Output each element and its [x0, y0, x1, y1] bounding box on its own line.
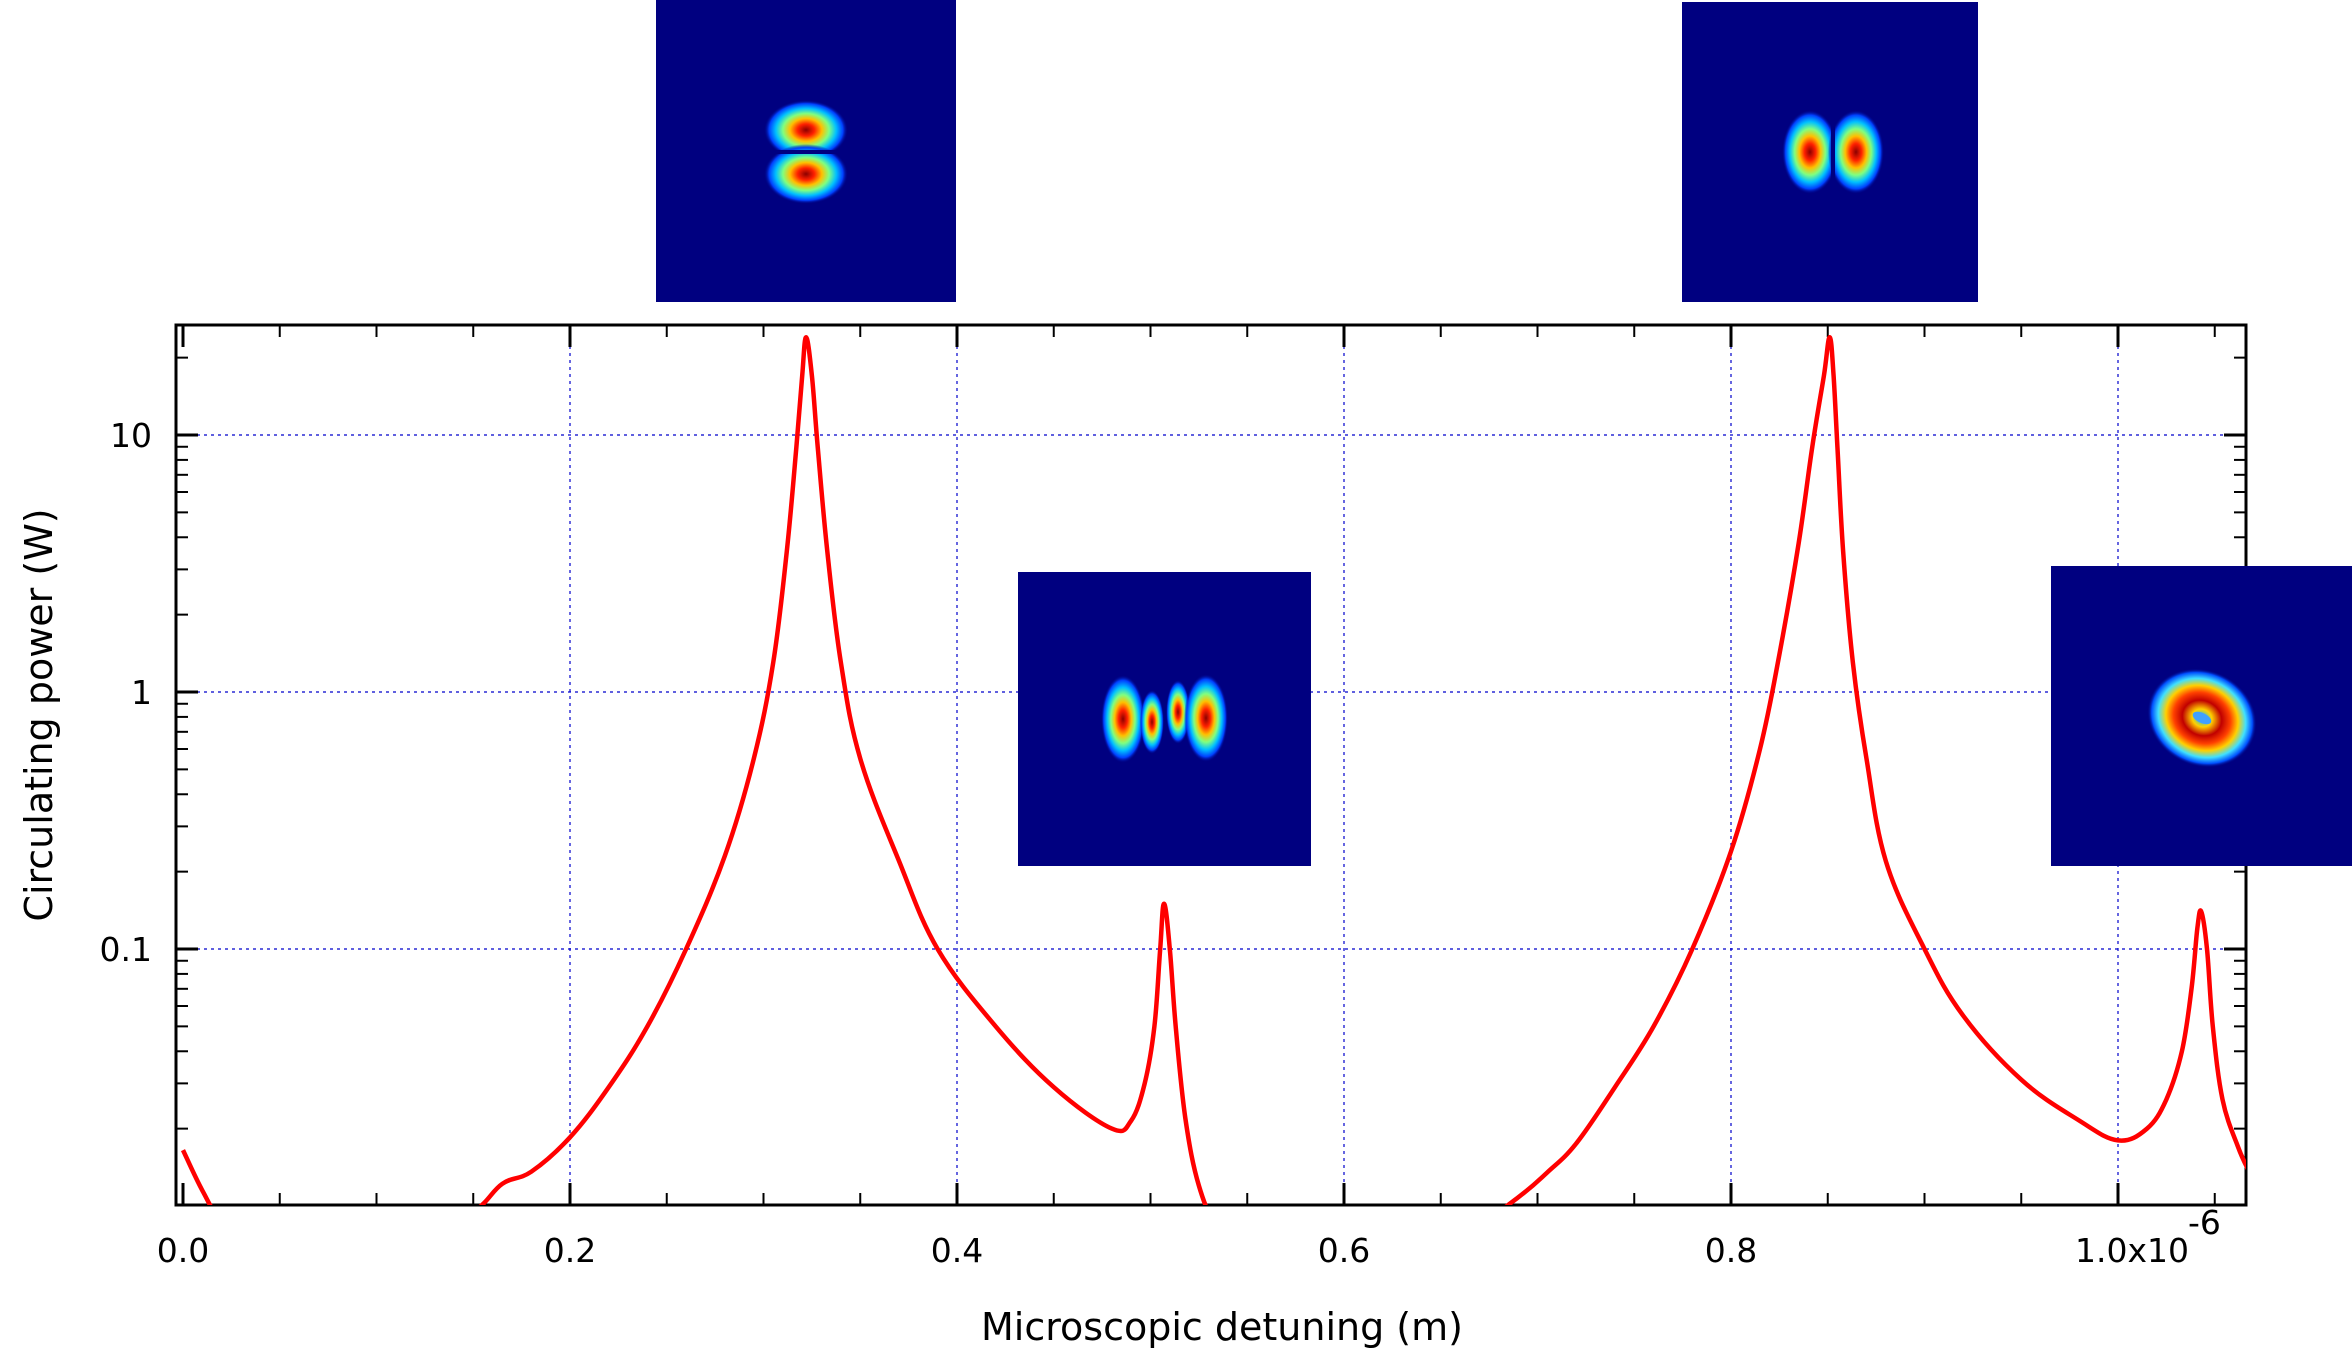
x-tick-label: 0.0 — [157, 1231, 209, 1270]
x-tick-label: 0.4 — [931, 1231, 983, 1270]
mode-inset-3 — [1682, 2, 1978, 302]
x-axis-title: Microscopic detuning (m) — [981, 1305, 1463, 1349]
y-axis-title: Circulating power (W) — [17, 508, 61, 921]
mode-inset-4 — [2051, 566, 2352, 866]
series-layer — [180, 335, 2246, 1205]
x-axis-ticks: 0.0 0.2 0.4 0.6 0.8 1.0x10 — [157, 325, 2216, 1270]
mode-inset-1 — [656, 0, 956, 302]
x-tick-label: 0.6 — [1318, 1231, 1370, 1270]
series-line-0 — [180, 335, 2246, 1205]
x-scale-exponent: -6 — [2188, 1203, 2221, 1242]
grid-lines — [176, 325, 2246, 1205]
y-tick-label: 1 — [131, 673, 152, 712]
x-tick-label: 0.8 — [1705, 1231, 1757, 1270]
x-tick-label: 1.0x10 — [2075, 1231, 2189, 1270]
x-tick-label: 0.2 — [544, 1231, 596, 1270]
y-tick-label: 0.1 — [100, 930, 152, 969]
y-tick-label: 10 — [110, 416, 152, 455]
y-axis-ticks: 0.1 1 10 — [100, 356, 2246, 1130]
mode-inset-2 — [1018, 572, 1311, 866]
